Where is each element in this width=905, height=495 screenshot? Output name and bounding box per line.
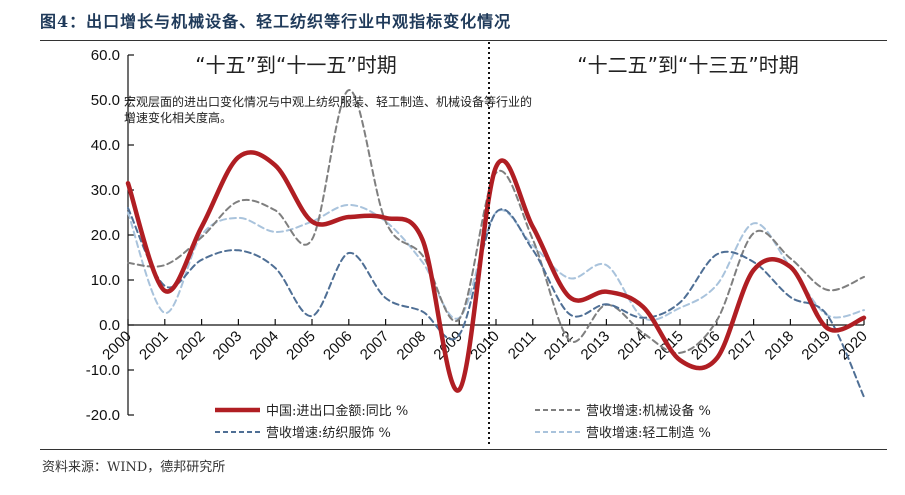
y-tick-label: 20.0 xyxy=(91,227,120,244)
y-tick-label: 30.0 xyxy=(91,182,120,199)
x-tick-label: 2007 xyxy=(357,328,393,364)
y-tick-label: 50.0 xyxy=(91,92,120,109)
y-tick-label: 10.0 xyxy=(91,272,120,289)
series-line-machinery xyxy=(127,89,865,354)
x-tick-label: 2004 xyxy=(246,328,282,364)
bottom-rule xyxy=(40,449,887,450)
series-line-textile xyxy=(127,207,865,398)
series-lines xyxy=(125,89,867,398)
source-note: 资料来源：WIND，德邦研究所 xyxy=(42,460,226,475)
legend-item-machinery: 营收增速:机械设备 % xyxy=(535,403,711,419)
x-tick-label: 2011 xyxy=(505,328,540,363)
period-right-label: “十二五”到“十三五”时期 xyxy=(577,53,798,77)
legend-item-export: 中国:进出口金额:同比 % xyxy=(215,403,408,419)
legend-label-export: 中国:进出口金额:同比 % xyxy=(266,403,408,419)
top-rule xyxy=(40,40,887,41)
x-tick-label: 2018 xyxy=(762,328,798,364)
annotation-note-line2: 增速变化相关度高。 xyxy=(124,110,232,125)
x-tick-label: 2012 xyxy=(541,328,577,364)
legend-item-light-industry: 营收增速:轻工制造 % xyxy=(535,426,711,441)
y-tick-label: -20.0 xyxy=(86,407,120,424)
x-tick-label: 2019 xyxy=(798,328,834,364)
period-left-label: “十五”到“十一五”时期 xyxy=(195,53,396,77)
x-tick-label: 2003 xyxy=(210,328,246,364)
x-tick-label: 2001 xyxy=(136,328,172,364)
x-tick-label: 2020 xyxy=(835,328,871,364)
legend-item-textile: 营收增速:纺织服饰 % xyxy=(215,426,391,441)
x-tick-label: 2006 xyxy=(320,328,356,364)
figure-title: 图4：出口增长与机械设备、轻工纺织等行业中观指标变化情况 xyxy=(40,12,512,31)
y-tick-label: 0.0 xyxy=(99,317,120,334)
series-line-export xyxy=(125,150,867,393)
y-tick-label: 60.0 xyxy=(91,47,120,64)
legend-label-machinery: 营收增速:机械设备 % xyxy=(586,403,711,419)
y-tick-label: 40.0 xyxy=(91,137,120,154)
annotation-note-line1: 宏观层面的进出口变化情况与中观上纺织服装、轻工制造、机械设备等行业的 xyxy=(124,94,532,109)
x-tick-label: 2005 xyxy=(283,328,319,364)
legend-label-light-industry: 营收增速:轻工制造 % xyxy=(586,426,711,441)
y-tick-label: -10.0 xyxy=(86,362,120,379)
x-tick-label: 2014 xyxy=(614,328,650,364)
x-tick-label: 2008 xyxy=(394,328,430,364)
legend: 中国:进出口金额:同比 % 营收增速:机械设备 % 营收增速:纺织服饰 % 营收… xyxy=(215,403,711,441)
x-tick-label: 2002 xyxy=(173,328,209,364)
legend-label-textile: 营收增速:纺织服饰 % xyxy=(266,426,391,441)
